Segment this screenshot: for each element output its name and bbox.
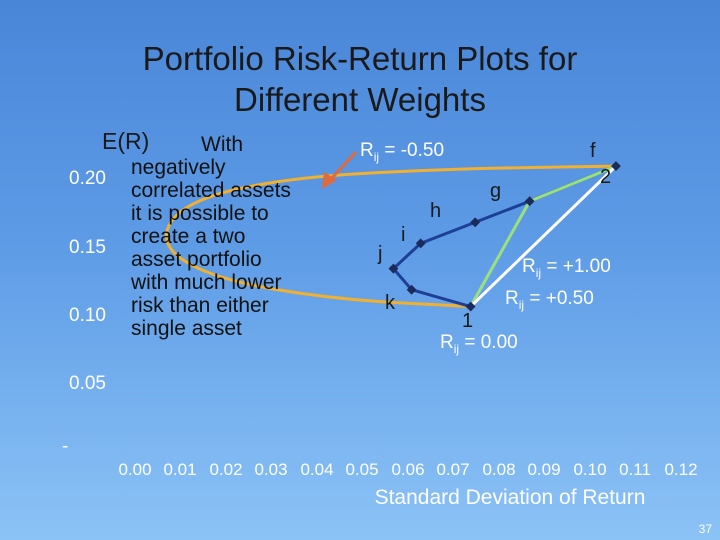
x-tick-label: 0.06 (391, 460, 425, 479)
x-tick-label: 0.01 (163, 460, 197, 479)
y-tick-label: 0.20 (69, 168, 106, 189)
x-tick-label: 0.07 (436, 460, 470, 479)
series-label-neg050: Rij = -0.50 (360, 140, 445, 164)
note-body: negatively correlated assets it is possi… (131, 156, 291, 340)
series-label-zero: Rij = 0.00 (440, 332, 518, 356)
series-line-2 (391, 164, 617, 308)
point-label-i: i (401, 224, 406, 246)
data-point-k (406, 284, 417, 295)
title-line-2: Different Weights (234, 81, 486, 118)
x-tick-label: 0.05 (345, 460, 379, 479)
data-point-asset-1 (465, 301, 476, 312)
x-tick-label: 0.03 (254, 460, 288, 479)
slide-title: Portfolio Risk-Return Plots for Differen… (60, 38, 660, 120)
data-point-i (415, 238, 426, 249)
series-line-3 (164, 164, 616, 309)
point-label-g: g (490, 180, 502, 202)
point-label-j: j (378, 243, 383, 265)
x-axis-label: Standard Deviation of Return (374, 486, 646, 509)
point-label-k: k (385, 292, 395, 314)
asset-1-label: 1 (462, 310, 474, 332)
data-point-g (524, 196, 535, 207)
y-axis-label: E(R) (102, 128, 150, 154)
title-line-1: Portfolio Risk-Return Plots for (142, 40, 578, 77)
point-label-f: f (590, 140, 596, 162)
data-point-j (388, 263, 399, 274)
y-tick-label: 0.10 (69, 305, 106, 326)
data-point-h (470, 217, 481, 228)
x-tick-label: 0.12 (664, 460, 698, 479)
x-tick-label: 0.09 (527, 460, 561, 479)
points-layer (388, 161, 621, 312)
annotation-note: With negatively correlated assets it is … (131, 133, 301, 340)
annotation-arrow (322, 150, 358, 189)
series-label-pos100: Rij = +1.00 (522, 256, 611, 280)
asset-2-label: 2 (600, 166, 612, 188)
point-label-h: h (430, 200, 442, 222)
page-number: 37 (698, 522, 712, 536)
data-point-f (611, 161, 621, 172)
note-line-1: With (201, 133, 243, 156)
x-tick-label: 0.08 (482, 460, 516, 479)
x-tick-label: 0.10 (573, 460, 607, 479)
y-tick-label: - (62, 436, 69, 457)
x-tick-label: 0.00 (118, 460, 152, 479)
x-tick-label: 0.02 (209, 460, 243, 479)
series-label-pos050: Rij = +0.50 (505, 288, 594, 312)
x-tick-label: 0.04 (300, 460, 334, 479)
x-tick-label: 0.11 (619, 460, 651, 479)
series-line-0 (469, 165, 618, 308)
y-tick-label: 0.15 (69, 237, 106, 258)
y-tick-label: 0.05 (69, 373, 106, 394)
